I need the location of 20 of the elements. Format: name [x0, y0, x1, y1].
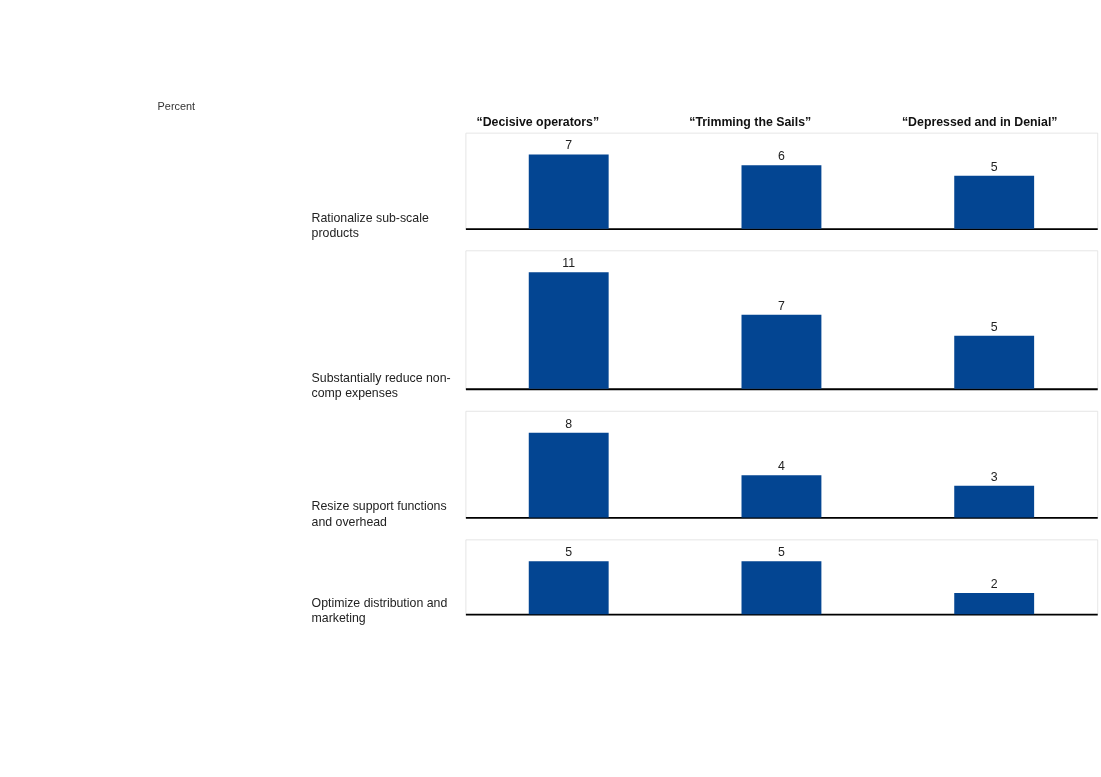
- x-tick-label: “Trimming the Sails”: [689, 114, 812, 129]
- y-axis-title: Rationalize sub-scale products: [311, 210, 429, 240]
- y-axis-title: Substantially reduce non-comp expenses: [311, 370, 451, 400]
- x-tick-label: “Decisive operators”: [476, 114, 600, 129]
- data-label: 7: [565, 138, 573, 153]
- data-label: 5: [990, 319, 998, 334]
- data-label: 2: [990, 576, 998, 591]
- y-axis-title: Resize support functions and overhead: [311, 499, 447, 529]
- data-label: 4: [778, 459, 786, 474]
- data-label: 7: [778, 298, 786, 313]
- data-label: 11: [562, 256, 576, 271]
- x-tick-label: “Depressed and in Denial”: [901, 114, 1058, 129]
- y-axis-title: Optimize distribution and marketing: [311, 596, 448, 626]
- data-label: 5: [778, 545, 786, 560]
- text: Percent: [157, 100, 196, 113]
- data-label: 8: [565, 416, 573, 431]
- data-label: 5: [565, 545, 573, 560]
- data-label: 6: [778, 149, 786, 164]
- data-label: 3: [990, 469, 998, 484]
- data-label: 5: [990, 159, 998, 174]
